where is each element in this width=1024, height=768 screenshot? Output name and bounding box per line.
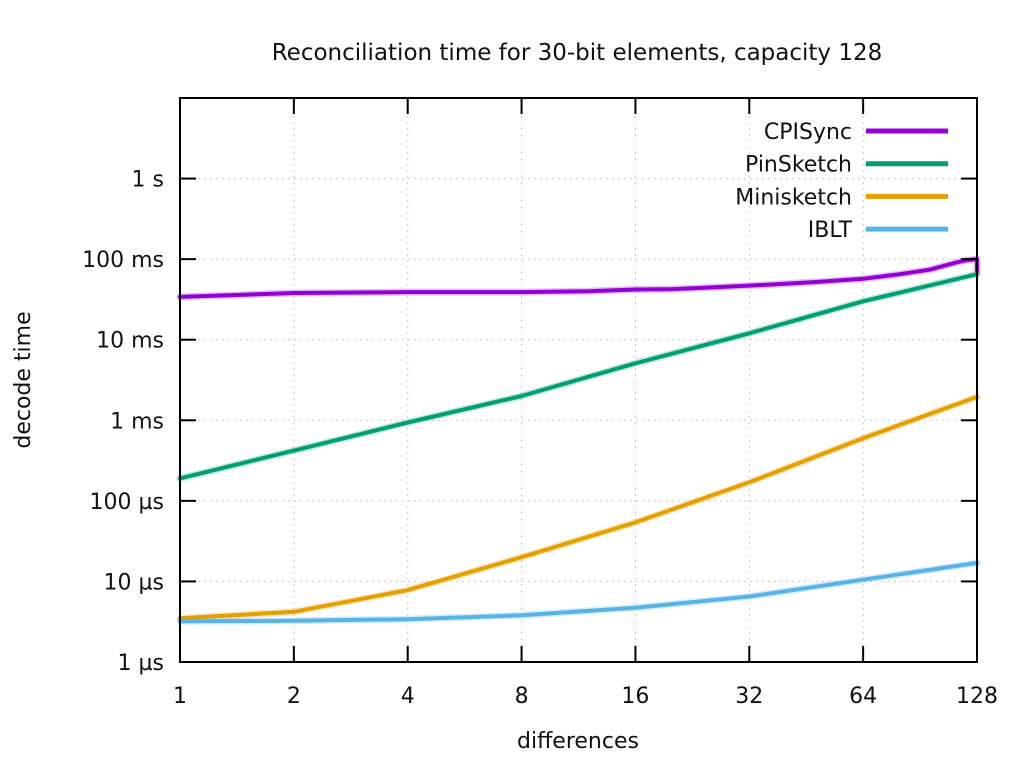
legend-item-minisketch: Minisketch — [735, 185, 948, 210]
plot-border — [179, 97, 978, 663]
series-line-minisketch — [178, 394, 979, 621]
series-line-cpisync — [178, 257, 979, 299]
y-tick-label: 1 ms — [110, 409, 164, 434]
x-tick-label: 16 — [621, 684, 649, 709]
x-tick-label: 128 — [956, 684, 998, 709]
x-tick-label: 1 — [173, 684, 187, 709]
tick-label-layer: 1 2 4 8 16 32 64 128 1 µs 10 µs 100 µs 1 ms 10 ms 100… — [82, 168, 998, 709]
legend-item-cpisync: CPISync — [764, 120, 948, 145]
x-axis-title: differences — [517, 729, 639, 754]
chart-title: Reconciliation time for 30-bit elements,… — [272, 40, 883, 66]
x-tick-label: 32 — [735, 684, 763, 709]
series-line-halo-minisketch — [176, 393, 981, 622]
series-layer — [176, 255, 981, 625]
legend-label: CPISync — [764, 120, 852, 145]
legend: CPISync PinSketch Minisketch IBLT — [735, 120, 948, 243]
legend-label: PinSketch — [745, 153, 852, 178]
y-tick-label: 100 µs — [90, 490, 164, 515]
legend-label: IBLT — [808, 218, 853, 243]
x-tick-label: 8 — [515, 684, 529, 709]
x-tick-label: 4 — [401, 684, 415, 709]
y-tick-label: 10 ms — [96, 329, 164, 354]
series-line-pinsketch — [178, 272, 979, 481]
legend-item-pinsketch: PinSketch — [745, 153, 948, 178]
y-tick-label: 1 s — [132, 168, 164, 193]
x-tick-label: 2 — [287, 684, 301, 709]
y-tick-label: 100 ms — [82, 248, 164, 273]
y-tick-label: 10 µs — [104, 570, 164, 595]
series-line-iblt — [178, 560, 979, 624]
frame-layer — [179, 97, 978, 663]
legend-item-iblt: IBLT — [808, 218, 948, 243]
x-tick-label: 64 — [849, 684, 877, 709]
y-axis-title: decode time — [11, 311, 36, 448]
y-tick-label: 1 µs — [118, 651, 164, 676]
legend-label: Minisketch — [735, 185, 852, 210]
